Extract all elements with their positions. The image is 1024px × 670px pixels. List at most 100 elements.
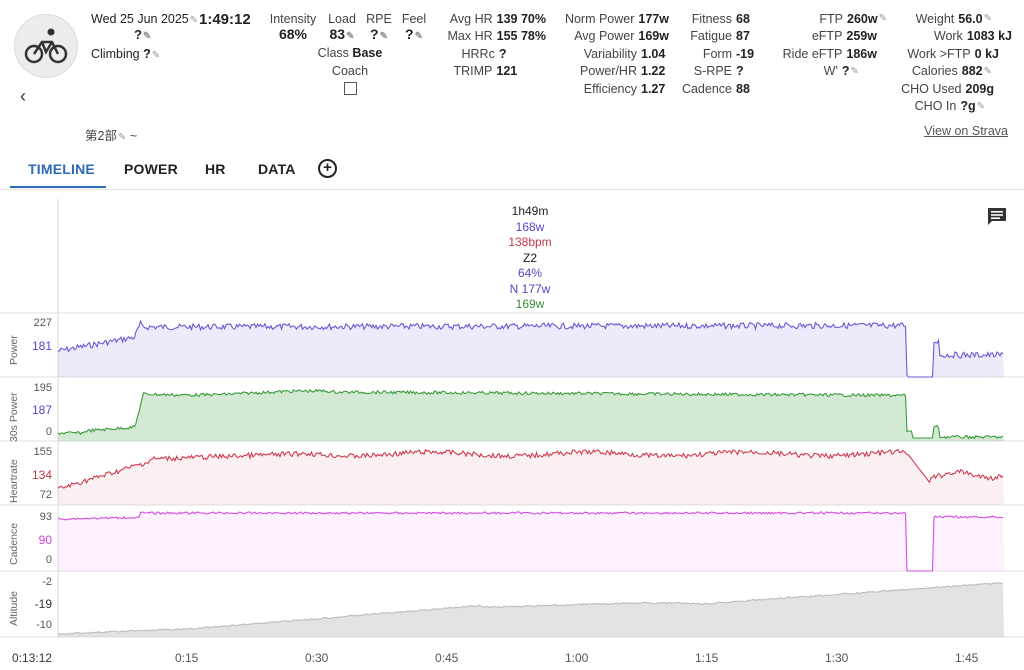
summary-zone: Z2 [522, 250, 537, 265]
stat-eftp: eFTP 259w [811, 29, 877, 44]
stat-hrrc: HRRc? [461, 46, 507, 61]
edit-pencil-icon[interactable]: ✎ [142, 31, 152, 42]
cursor-summary: 1h49m 168w 138bpm Z2 64% N 177w 169w [420, 204, 640, 313]
cadence-series-line [57, 511, 1004, 572]
view-on-strava-link[interactable]: View on Strava [924, 124, 1008, 138]
fitness-stats: Fitness 68 Fatigue 87 Form -19 S-RPE? Caden… [682, 10, 760, 98]
add-tab-plus-icon[interactable]: + [318, 159, 337, 178]
tick-hr-min: 72 [39, 489, 52, 501]
ftp-stats: FTP 260w ✎ eFTP 259w Ride eFTP 186w W'? ✎ [783, 10, 887, 80]
tick-altitude-min: -10 [36, 619, 52, 631]
stat-w-prime[interactable]: W'? ✎ [823, 64, 859, 79]
edit-pencil-icon[interactable]: ✎ [346, 31, 355, 42]
tab-power[interactable]: POWER [124, 161, 178, 177]
class-stat: Class Base [317, 46, 383, 60]
stat-efficiency: Efficiency 1.27 [583, 81, 666, 96]
stat-work: Work 1083 kJ [933, 29, 1012, 44]
hr-stats: Avg HR 139 70% Max HR 155 78% HRRc? TRIMP 1… [447, 10, 546, 80]
stat-calories[interactable]: Calories 882 ✎ [911, 64, 992, 79]
active-tab-indicator [10, 186, 106, 188]
tab-hr[interactable]: HR [205, 161, 226, 177]
x-start-time: 0:13:12 [12, 651, 53, 665]
tick-hr-max: 155 [33, 446, 52, 458]
stat-work-over-ftp: Work >FTP 0 kJ [907, 46, 999, 61]
edit-pencil-icon[interactable]: ✎ [189, 15, 199, 26]
tick-cadence-min: 0 [45, 554, 52, 566]
x-tick: 1:45 [955, 651, 979, 665]
tick-altitude-current: -19 [34, 597, 52, 611]
stat-ftp[interactable]: FTP 260w ✎ [819, 11, 887, 26]
activity-type-avatar [14, 14, 78, 78]
stat-avg-power: Avg Power 169w [574, 29, 669, 44]
tick-30s-max: 195 [33, 382, 52, 394]
edit-pencil-icon[interactable]: ✎ [414, 31, 423, 42]
cadence-series-area [58, 512, 1004, 571]
stat-avg-hr: Avg HR 139 70% [449, 11, 546, 26]
stat-s-rpe: S-RPE? [693, 64, 744, 79]
power-series-line [57, 319, 1004, 378]
x-tick: 0:45 [435, 651, 459, 665]
edit-pencil-icon[interactable]: ✎ [379, 31, 388, 42]
tick-cadence-current: 90 [38, 533, 52, 547]
stat-ride-eftp: Ride eFTP 186w [782, 46, 877, 61]
back-icon[interactable]: ‹ [20, 86, 26, 106]
x-tick: 0:30 [305, 651, 329, 665]
load-stat[interactable]: Load 83✎ [328, 12, 356, 42]
stat-form: Form -19 [702, 46, 755, 61]
summary-duration: 1h49m [511, 204, 549, 218]
stat-cho-in[interactable]: CHO In ?g ✎ [914, 99, 985, 114]
tab-bar: TIMELINE POWER HR DATA + [0, 152, 1024, 190]
coach-checkbox[interactable] [343, 82, 357, 95]
power-series-area [58, 320, 1004, 377]
cycling-icon [24, 28, 68, 64]
climbing-field: Climbing ?✎ [91, 47, 161, 61]
power-stats: Norm Power 177w Avg Power 169w Variability… [565, 10, 669, 98]
x-tick: 0:15 [175, 651, 199, 665]
stat-variability: Variability 1.04 [583, 46, 666, 61]
edit-pencil-icon[interactable]: ✎ [151, 50, 161, 61]
summary-power: 168w [515, 219, 545, 234]
altitude-series-area [58, 582, 1004, 637]
stat-fitness: Fitness 68 [691, 11, 750, 26]
x-tick: 1:30 [825, 651, 849, 665]
comment-icon[interactable] [986, 207, 1008, 227]
summary-hr: 138bpm [508, 235, 552, 249]
tick-30s-current: 187 [31, 403, 52, 417]
power30-series-line [57, 388, 1004, 440]
stat-cho-used: CHO Used 209g [901, 81, 994, 96]
edit-pencil-icon[interactable]: ✎ [983, 65, 992, 77]
activity-name[interactable]: ?✎ [134, 27, 152, 42]
x-tick: 1:15 [695, 651, 719, 665]
heartrate-series-area [58, 449, 1004, 505]
stat-norm-power: Norm Power 177w [564, 11, 669, 26]
timeline-chart-svg[interactable] [0, 191, 1024, 670]
timeline-chart[interactable]: 1h49m 168w 138bpm Z2 64% N 177w 169w Pow… [0, 191, 1024, 670]
stat-fatigue: Fatigue 87 [690, 29, 750, 44]
activity-note[interactable]: 第2部✎ ~ [85, 129, 138, 143]
edit-pencil-icon[interactable]: ✎ [878, 13, 887, 25]
rpe-stat[interactable]: RPE ?✎ [366, 12, 392, 42]
tick-cadence-max: 93 [39, 511, 52, 523]
stat-max-hr: Max HR 155 78% [447, 29, 546, 44]
edit-pencil-icon[interactable]: ✎ [850, 65, 859, 77]
tab-timeline[interactable]: TIMELINE [28, 161, 95, 177]
tick-hr-current: 134 [31, 468, 52, 482]
body-stats: Weight 56.0 ✎ Work 1083 kJ Work >FTP 0 kJ Ca… [901, 10, 1012, 115]
stat-power-hr: Power/HR 1.22 [580, 64, 666, 79]
stat-cadence: Cadence 88 [681, 81, 750, 96]
tick-30s-min: 0 [45, 426, 52, 438]
edit-pencil-icon[interactable]: ✎ [983, 13, 992, 25]
edit-pencil-icon[interactable]: ✎ [976, 100, 985, 112]
stat-weight[interactable]: Weight 56.0 ✎ [915, 11, 992, 26]
power30-series-area [58, 389, 1004, 441]
tab-data[interactable]: DATA [258, 161, 296, 177]
tick-power-current: 181 [31, 339, 52, 353]
summary-norm-power: N 177w [509, 281, 551, 296]
heartrate-series-line [57, 448, 1004, 489]
coach-field: Coach [320, 64, 380, 95]
summary-30s-power: 169w [515, 297, 545, 311]
edit-pencil-icon[interactable]: ✎ [117, 132, 127, 143]
activity-date: Wed 25 Jun 2025✎ [91, 12, 199, 26]
feel-stat[interactable]: Feel ?✎ [401, 12, 427, 42]
stat-trimp: TRIMP 121 [453, 64, 518, 79]
